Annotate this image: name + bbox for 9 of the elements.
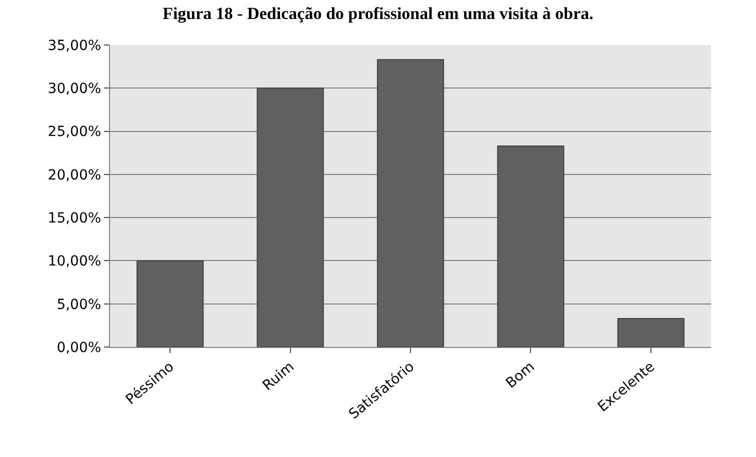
y-tick-label: 20,00% [48,167,102,184]
y-tick-label: 25,00% [48,124,102,140]
y-tick-label: 0,00% [56,340,102,356]
y-tick-label: 15,00% [48,210,102,226]
y-tick-label: 30,00% [48,81,102,98]
chart-title: Figura 18 - Dedicação do profissional em uma visita à obra. [162,4,594,23]
y-tick-label: 5,00% [56,296,102,313]
y-tick-label: 35,00% [48,38,102,54]
y-tick-label: 10,00% [48,254,102,270]
